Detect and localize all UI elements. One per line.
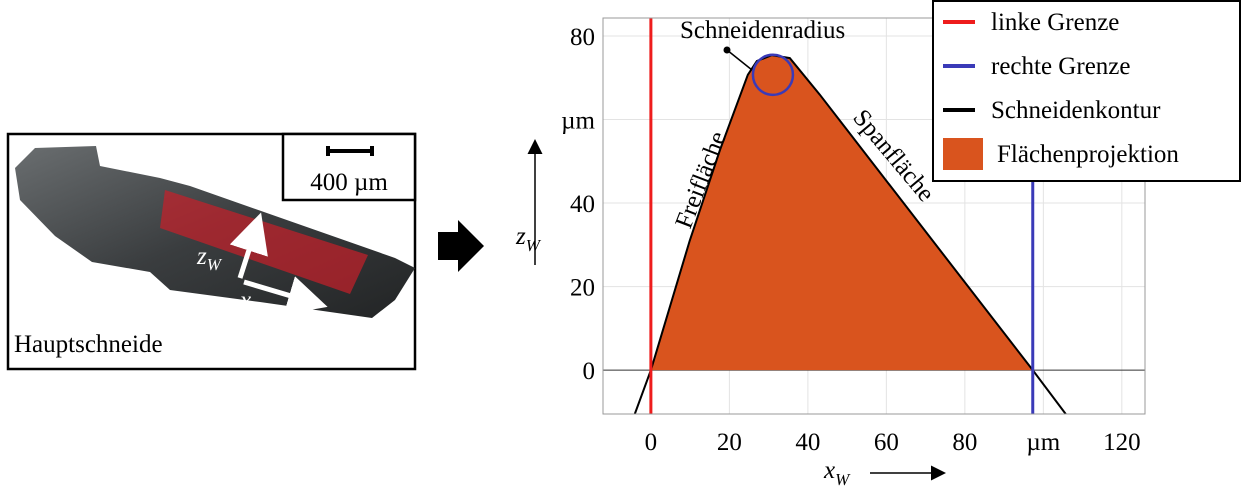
figure: zW xW 400 µm Hauptschneide 020406080µm12…: [0, 0, 1242, 492]
x-tick-label: 0: [645, 429, 658, 456]
x-tick-label: 40: [795, 429, 820, 456]
legend-label: rechte Grenze: [991, 53, 1130, 80]
legend-label: Flächenprojektion: [997, 141, 1179, 168]
x-tick-label: 60: [874, 429, 899, 456]
x-tick-label: µm: [1026, 429, 1060, 456]
legend-swatch: [943, 138, 983, 170]
x-tick-label: 20: [717, 429, 742, 456]
y-tick-label: 0: [583, 358, 596, 385]
y-tick-label: µm: [561, 108, 595, 135]
y-tick-label: 20: [570, 275, 595, 302]
annotation: Schneidenradius: [680, 17, 845, 44]
legend: linke Grenze rechte Grenze Schneidenkontur…: [933, 1, 1240, 181]
legend-label: Schneidenkontur: [991, 97, 1161, 124]
photo-panel: zW xW 400 µm Hauptschneide: [8, 134, 415, 369]
scale-label: 400 µm: [310, 169, 388, 196]
y-tick-label: 40: [570, 191, 595, 218]
x-tick-label: 120: [1103, 429, 1141, 456]
transition-arrow: [438, 220, 484, 272]
leader-line: [727, 50, 752, 70]
legend-label: linke Grenze: [991, 9, 1119, 36]
y-axis-label: zW: [515, 223, 542, 255]
x-tick-label: 80: [952, 429, 977, 456]
caption: Hauptschneide: [14, 331, 163, 358]
y-tick-label: 80: [570, 24, 595, 51]
x-axis-label: xW: [823, 457, 851, 489]
